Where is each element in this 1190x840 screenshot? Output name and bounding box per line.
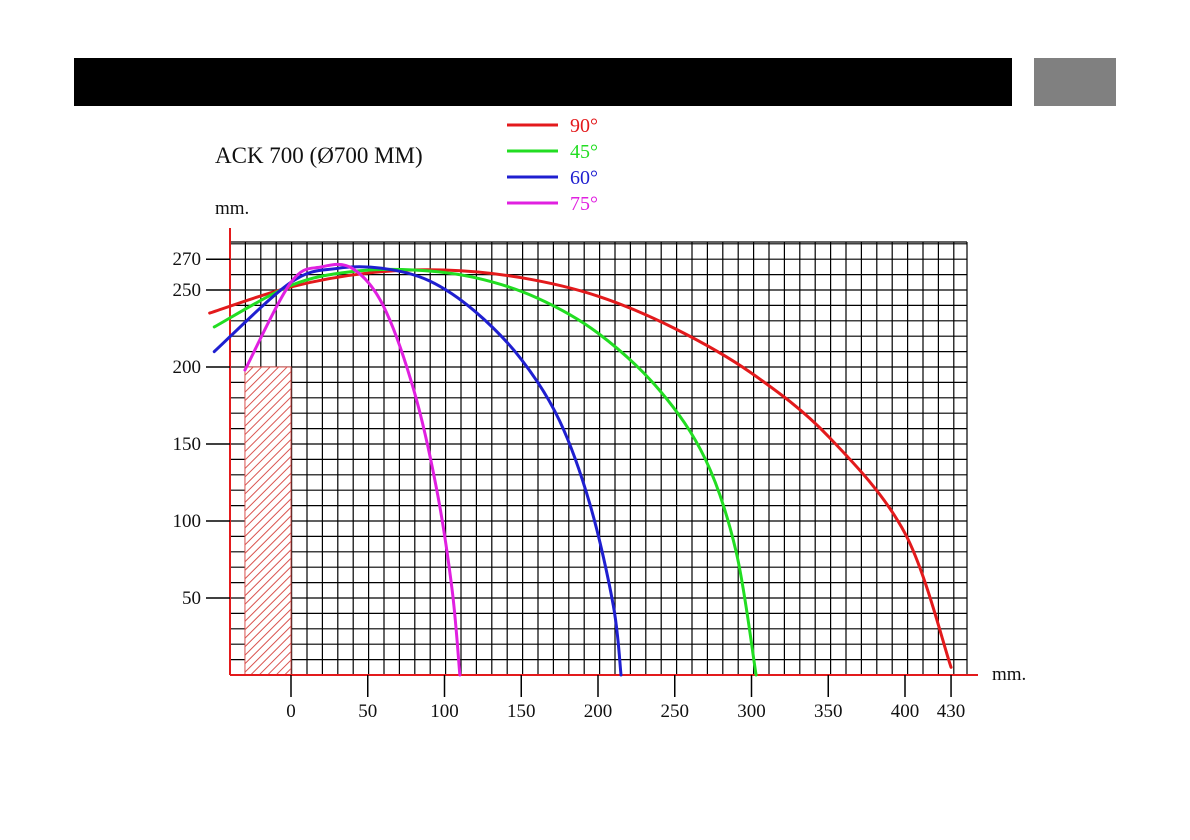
series-line-60 [212,265,623,677]
grid [229,241,968,676]
legend-label-60: 60° [570,167,598,189]
x-tick-label: 430 [937,701,966,722]
x-tick-label: 250 [661,701,690,722]
x-tick-label: 50 [358,701,377,722]
legend-label-75: 75° [570,193,598,215]
x-tick-label: 350 [814,701,843,722]
y-tick-label: 50 [182,588,201,609]
series-line-90 [208,268,953,669]
y-tick-label: 250 [173,280,202,301]
y-tick-label: 200 [173,357,202,378]
series-line-45 [212,267,758,677]
series-line-75 [243,262,462,677]
obstacle-zone [244,366,292,676]
x-tick-label: 300 [737,701,766,722]
chart-title: ACK 700 (Ø700 MM) [215,143,423,168]
legend-label-45: 45° [570,141,598,163]
x-tick-label: 150 [507,701,536,722]
legend-label-90: 90° [570,115,598,137]
header-tab [1034,58,1116,106]
y-tick-label: 150 [173,434,202,455]
y-tick-label: 100 [173,511,202,532]
header-bar [74,58,1012,106]
x-tick-label: 200 [584,701,613,722]
x-tick-label: 100 [430,701,459,722]
y-axis-label: mm. [215,198,249,219]
x-tick-label: 400 [891,701,920,722]
y-tick-label: 270 [173,249,202,270]
x-tick-label: 0 [286,701,296,722]
x-axis-label: mm. [992,664,1026,685]
